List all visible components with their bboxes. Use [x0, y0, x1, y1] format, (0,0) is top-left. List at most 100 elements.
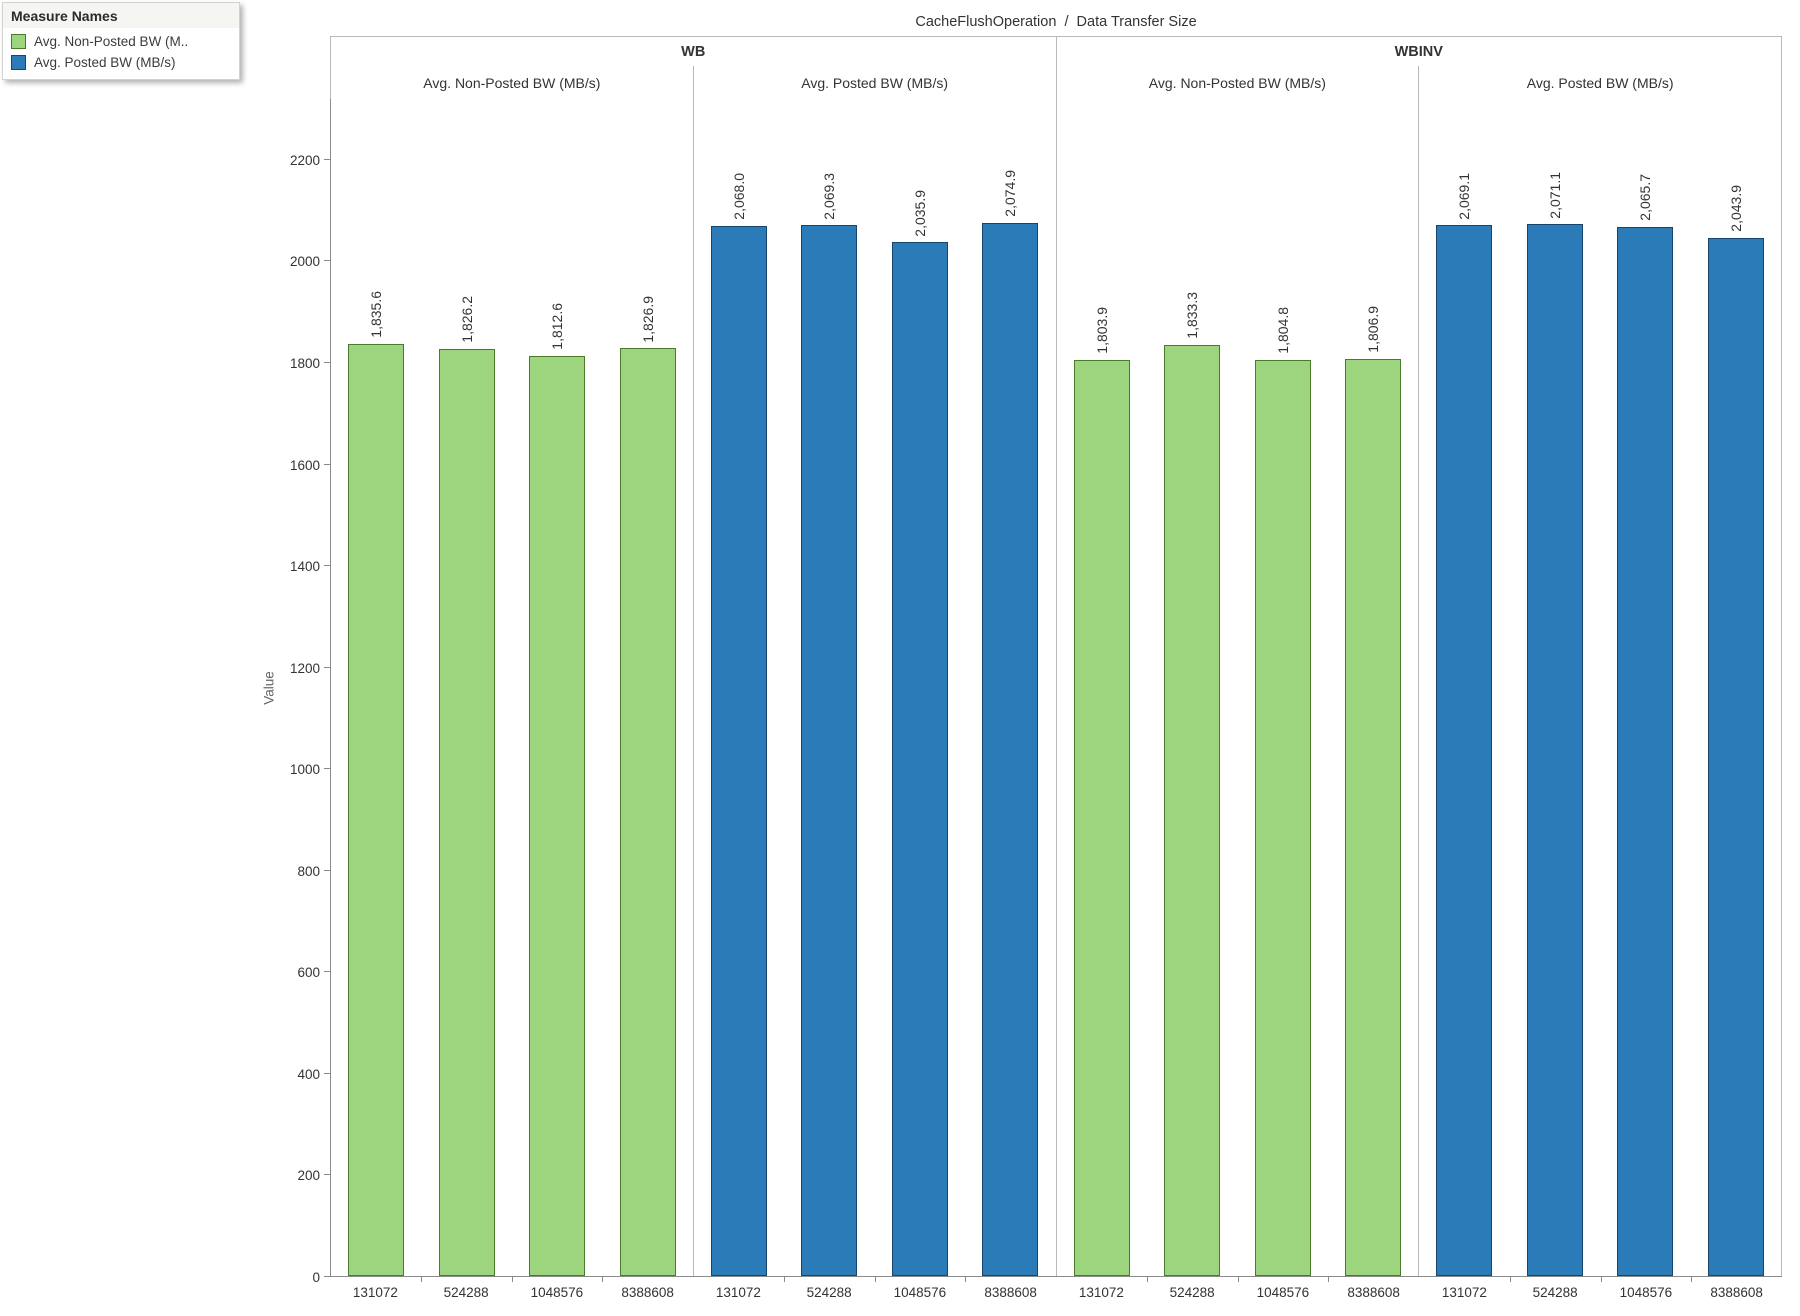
bar-value-label: 2,035.9	[911, 189, 928, 237]
green-swatch-icon	[11, 34, 26, 49]
x-axis-label: 524288	[1532, 1285, 1578, 1300]
y-tick-label: 600	[297, 965, 320, 981]
bar[interactable]	[801, 225, 858, 1276]
y-tick-mark	[324, 1072, 330, 1074]
bar-column: 1,803.9	[1073, 307, 1130, 1276]
x-axis-label: 131072	[1078, 1285, 1124, 1300]
bar[interactable]	[1526, 224, 1583, 1276]
bar[interactable]	[1073, 360, 1130, 1276]
legend-items: Avg. Non-Posted BW (M.. Avg. Posted BW (…	[3, 28, 239, 79]
bar-value-label: 2,068.0	[730, 173, 747, 220]
y-tick-mark	[324, 768, 330, 770]
x-tick-mark	[1328, 1277, 1330, 1282]
legend-item-posted-bw[interactable]: Avg. Posted BW (MB/s)	[3, 52, 239, 73]
x-axis-label: 8388608	[1710, 1285, 1763, 1300]
chart-pane: 2,068.0 2,069.3 2,035.9 2,074.9	[694, 99, 1057, 1276]
bar-value-label: 2,069.1	[1456, 172, 1473, 220]
bar[interactable]	[1345, 358, 1402, 1276]
y-tick-mark	[324, 158, 330, 160]
x-axis-label: 8388608	[984, 1285, 1037, 1300]
measure-header: Avg. Non-Posted BW (MB/s)	[331, 66, 694, 99]
x-tick-mark	[1146, 1277, 1148, 1282]
x-axis-label: 131072	[352, 1285, 398, 1300]
x-tick-mark	[420, 1277, 422, 1282]
bar-value-label: 2,065.7	[1637, 174, 1654, 222]
column-group-header: WBINV	[1057, 37, 1782, 66]
bar[interactable]	[619, 348, 676, 1276]
chart-pane: 1,803.9 1,833.3 1,804.8 1,806.9	[1057, 99, 1420, 1276]
chart-title: CacheFlushOperation / Data Transfer Size	[915, 14, 1197, 30]
bar-column: 2,069.1	[1436, 172, 1493, 1276]
bar-column: 2,065.7	[1617, 174, 1674, 1276]
bar[interactable]	[710, 226, 767, 1276]
x-axis-label: 1048576	[1256, 1285, 1310, 1300]
x-tick-mark	[1509, 1277, 1511, 1282]
y-axis-title-cell: Value	[256, 99, 282, 1277]
x-axis-label: 524288	[806, 1285, 852, 1300]
x-axis-label: 8388608	[621, 1285, 674, 1300]
x-tick-mark	[874, 1277, 876, 1282]
measure-header: Avg. Posted BW (MB/s)	[694, 66, 1057, 99]
bar-column: 2,035.9	[891, 189, 948, 1276]
bar-column: 1,835.6	[348, 291, 405, 1276]
y-tick-label: 200	[297, 1168, 320, 1184]
bar[interactable]	[1164, 345, 1221, 1276]
bar-value-label: 1,826.2	[458, 295, 475, 343]
plot-area: 1,835.6 1,826.2 1,812.6 1,826.9 2,068.0 2,069…	[330, 99, 1782, 1277]
bar-column: 2,071.1	[1526, 171, 1583, 1276]
bar[interactable]	[891, 242, 948, 1276]
bar[interactable]	[982, 222, 1039, 1276]
legend-item-non-posted-bw[interactable]: Avg. Non-Posted BW (M..	[3, 31, 239, 52]
bar[interactable]	[1617, 227, 1674, 1276]
y-tick-label: 1800	[289, 356, 320, 372]
bar-column: 1,812.6	[529, 302, 586, 1276]
y-tick-label: 400	[297, 1066, 320, 1082]
bar-value-label: 2,069.3	[821, 172, 838, 220]
y-tick-label: 1400	[289, 559, 320, 575]
y-tick-label: 2200	[289, 152, 320, 168]
x-tick-mark	[965, 1277, 967, 1282]
y-tick-label: 0	[312, 1270, 320, 1285]
bar-value-label: 1,826.9	[639, 295, 656, 343]
bar-column: 1,804.8	[1254, 307, 1311, 1276]
chart-pane: 1,835.6 1,826.2 1,812.6 1,826.9	[331, 99, 694, 1276]
x-axis-pane: 131072 524288 1048576 8388608	[1056, 1277, 1419, 1316]
y-axis-title: Value	[261, 671, 277, 705]
x-axis-pane: 131072 524288 1048576 8388608	[330, 1277, 693, 1316]
x-axis-label: 1048576	[530, 1285, 584, 1300]
y-tick-label: 1600	[289, 457, 320, 473]
bar[interactable]	[1436, 225, 1493, 1276]
bar[interactable]	[1254, 359, 1311, 1276]
x-tick-mark	[1237, 1277, 1239, 1282]
y-tick-mark	[324, 666, 330, 668]
x-tick-mark	[511, 1277, 513, 1282]
column-group-header-row: WB WBINV	[330, 36, 1782, 66]
measure-header-row: Avg. Non-Posted BW (MB/s) Avg. Posted BW …	[330, 66, 1782, 99]
bar-value-label: 1,812.6	[549, 302, 566, 350]
y-tick-mark	[324, 362, 330, 364]
chart-pane: 2,069.1 2,071.1 2,065.7 2,043.9	[1419, 99, 1782, 1276]
bar[interactable]	[1707, 238, 1764, 1276]
x-axis-label: 131072	[1441, 1285, 1487, 1300]
bar-value-label: 2,071.1	[1546, 171, 1563, 219]
x-tick-mark	[602, 1277, 604, 1282]
y-tick-mark	[324, 1276, 330, 1277]
y-tick-mark	[324, 565, 330, 567]
bar[interactable]	[348, 344, 405, 1276]
bar[interactable]	[438, 348, 495, 1276]
measure-header: Avg. Posted BW (MB/s)	[1419, 66, 1782, 99]
y-tick-mark	[324, 971, 330, 973]
y-tick-mark	[324, 463, 330, 465]
bar[interactable]	[529, 355, 586, 1276]
legend-title: Measure Names	[3, 3, 239, 28]
legend-card: Measure Names Avg. Non-Posted BW (M.. Av…	[2, 2, 240, 80]
bar-column: 1,806.9	[1345, 305, 1402, 1276]
legend-item-label: Avg. Non-Posted BW (M..	[34, 34, 189, 49]
y-tick-label: 1200	[289, 660, 320, 676]
bar-value-label: 1,806.9	[1365, 305, 1382, 353]
y-tick-mark	[324, 260, 330, 262]
x-axis-label: 8388608	[1347, 1285, 1400, 1300]
y-tick-mark	[324, 869, 330, 871]
x-tick-mark	[1691, 1277, 1693, 1282]
